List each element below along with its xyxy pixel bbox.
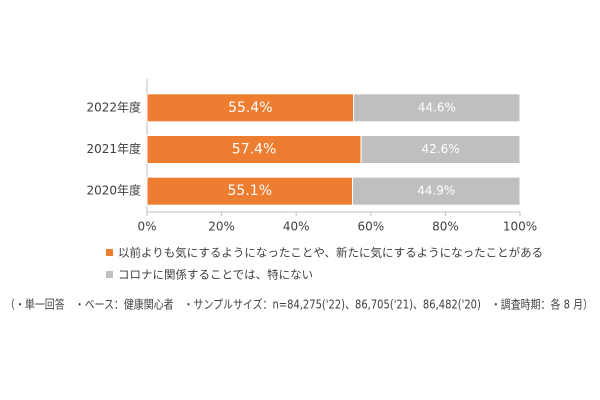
bar-segment [353,93,521,123]
y-tick-label: 2022年度 [86,99,141,114]
x-tick-label: 0% [137,220,156,234]
x-tick-label: 60% [357,220,384,234]
value-label: 57.4% [232,142,276,158]
x-tick-label: 80% [432,220,459,234]
legend-swatch [106,249,113,256]
value-label: 55.4% [228,100,272,116]
y-tick-label: 2020年度 [86,183,141,198]
legend-label: コロナに関係することでは、特にない [118,268,313,282]
x-tick-label: 20% [208,220,235,234]
bar-segment [146,93,355,123]
value-label: 44.6% [418,100,456,114]
value-label: 42.6% [421,142,459,156]
value-label: 44.9% [417,184,455,198]
footnote: （・単一回答 ・ベース：健康関心者 ・サンプルサイズ：n=84,275('22)… [5,297,593,312]
bar-segment [360,135,521,164]
value-label: 55.1% [228,183,272,199]
legend-label: 以前よりも気にするようになったことや、新たに気にするようになったことがある [118,246,543,260]
y-tick-label: 2021年度 [86,141,141,156]
legend-swatch [106,271,113,278]
x-tick-label: 100% [503,220,537,234]
x-tick-label: 40% [283,220,310,234]
bar-segment [352,176,521,206]
